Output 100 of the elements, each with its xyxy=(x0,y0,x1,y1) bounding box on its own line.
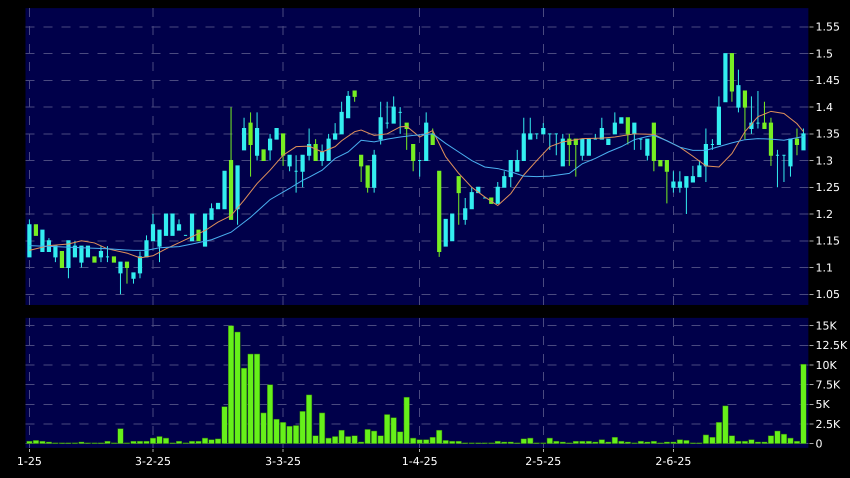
candlestick xyxy=(794,128,800,156)
candlestick xyxy=(496,181,500,204)
candlestick xyxy=(235,165,240,226)
candlestick xyxy=(300,154,305,188)
candlestick xyxy=(27,218,32,258)
x-tick-label: 3-2-25 xyxy=(135,455,171,468)
candlestick xyxy=(254,112,260,162)
candlestick xyxy=(508,160,513,188)
y-tick-label: 5K xyxy=(816,398,831,412)
candlestick xyxy=(716,96,721,146)
candlestick xyxy=(444,218,448,247)
candlestick xyxy=(528,117,532,140)
candlestick xyxy=(359,154,364,182)
y-tick-label: 15K xyxy=(816,320,838,333)
line-series xyxy=(28,133,804,251)
candlestick xyxy=(131,272,136,284)
candlestick xyxy=(704,128,708,182)
candlestick xyxy=(411,144,416,172)
candlestick xyxy=(385,101,390,129)
y-tick-label: 1.25 xyxy=(816,181,840,194)
candlestick xyxy=(534,133,539,140)
candlestick xyxy=(574,138,578,178)
candlestick xyxy=(626,117,630,146)
x-tick-label: 1-4-25 xyxy=(402,455,438,468)
candlestick xyxy=(150,214,156,242)
candlestick xyxy=(612,112,617,134)
candlestick xyxy=(742,90,748,140)
candlestick xyxy=(209,202,214,220)
candlestick xyxy=(580,138,584,162)
candlestick xyxy=(170,214,175,236)
candlestick xyxy=(392,96,396,124)
candlestick xyxy=(619,117,624,124)
candlestick xyxy=(801,128,806,150)
y-tick-label: 12.5K xyxy=(816,339,848,352)
candlestick xyxy=(138,250,142,279)
x-tick-label: 1-25 xyxy=(16,455,42,468)
candlestick xyxy=(730,53,734,102)
candlestick xyxy=(554,133,558,156)
candlestick xyxy=(456,176,461,226)
candlestick xyxy=(53,246,58,263)
candlestick xyxy=(515,149,520,172)
line-series xyxy=(28,110,804,258)
candlestick xyxy=(378,101,383,146)
candlestick xyxy=(346,90,350,118)
candlestick xyxy=(320,144,324,166)
y-tick-label: 1.2 xyxy=(816,208,834,221)
candlestick xyxy=(606,138,610,146)
candlestick xyxy=(314,138,318,162)
candlestick xyxy=(366,165,370,194)
candlestick xyxy=(768,117,774,166)
y-tick-label: 1.5 xyxy=(816,47,834,60)
candlestick xyxy=(190,214,194,242)
candlestick xyxy=(645,138,650,162)
y-tick-label: 1.35 xyxy=(816,128,840,141)
candlestick xyxy=(372,149,376,194)
candlestick xyxy=(586,138,591,156)
candlestick xyxy=(294,154,298,194)
candlestick xyxy=(470,186,474,210)
candlestick xyxy=(762,101,767,129)
candlestick xyxy=(749,96,754,134)
candlestick xyxy=(541,122,546,134)
candlestick xyxy=(34,224,38,236)
candlestick xyxy=(658,160,662,166)
candlestick xyxy=(690,165,695,182)
y-tick-label: 0 xyxy=(816,437,823,450)
candlestick xyxy=(274,128,279,140)
candlestick xyxy=(671,170,676,194)
candlestick xyxy=(326,133,331,162)
y-tick-label: 1.4 xyxy=(816,100,834,114)
candlestick xyxy=(522,117,526,162)
candlestick xyxy=(261,149,266,162)
y-tick-label: 1.1 xyxy=(816,261,834,274)
candlestick xyxy=(105,246,110,263)
candlestick xyxy=(593,133,598,140)
candlestick xyxy=(307,128,312,162)
candlestick xyxy=(60,250,64,268)
candlestick xyxy=(567,133,572,166)
candlestick xyxy=(430,128,435,146)
candlestick xyxy=(333,122,338,140)
candlestick xyxy=(352,90,357,102)
candlestick xyxy=(664,160,669,204)
candlestick xyxy=(775,149,780,188)
y-tick-label: 7.5K xyxy=(816,378,842,392)
candlestick xyxy=(164,214,168,236)
candlestick xyxy=(340,101,344,134)
candlestick xyxy=(652,122,656,172)
candlestick xyxy=(424,112,428,162)
x-tick-label: 2-6-25 xyxy=(655,455,692,468)
candlestick xyxy=(79,246,84,268)
candlestick xyxy=(72,240,78,258)
candlestick xyxy=(437,170,442,258)
y-tick-label: 2.5K xyxy=(816,418,842,431)
candlestick xyxy=(723,53,728,102)
y-tick-label: 1.45 xyxy=(816,74,840,88)
y-tick-label: 1.15 xyxy=(816,234,840,248)
candlestick xyxy=(248,112,253,178)
candlestick xyxy=(710,138,714,150)
candlestick xyxy=(268,133,272,162)
candlestick xyxy=(176,218,182,231)
candlestick xyxy=(678,170,682,194)
